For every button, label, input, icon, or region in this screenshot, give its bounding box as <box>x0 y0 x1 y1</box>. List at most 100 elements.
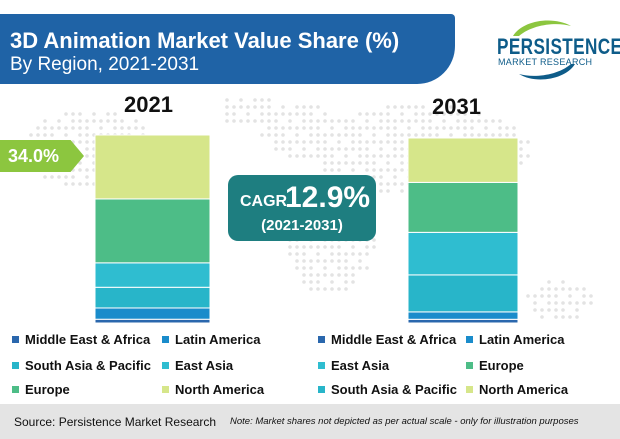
map-dot <box>407 119 411 123</box>
legend-item: Latin America <box>466 332 565 347</box>
map-dot <box>302 112 306 116</box>
map-dot <box>372 238 376 242</box>
map-dot <box>330 259 334 263</box>
map-dot <box>561 315 565 319</box>
legend-swatch <box>12 336 19 344</box>
map-dot <box>281 112 285 116</box>
map-dot <box>120 126 124 130</box>
legend-swatch <box>466 336 473 344</box>
map-dot <box>365 266 369 270</box>
map-dot <box>43 119 47 123</box>
legend-label: Latin America <box>175 332 261 347</box>
map-dot <box>267 105 271 109</box>
map-dot <box>526 140 530 144</box>
map-dot <box>540 315 544 319</box>
map-dot <box>351 266 355 270</box>
map-dot <box>386 105 390 109</box>
map-dot <box>484 126 488 130</box>
map-dot <box>582 294 586 298</box>
map-dot <box>372 140 376 144</box>
map-dot <box>344 133 348 137</box>
map-dot <box>99 119 103 123</box>
map-dot <box>260 112 264 116</box>
map-dot <box>64 126 68 130</box>
map-dot <box>421 133 425 137</box>
map-dot <box>323 245 327 249</box>
map-dot <box>302 252 306 256</box>
legend-label: Latin America <box>479 332 565 347</box>
map-dot <box>365 154 369 158</box>
map-dot <box>302 140 306 144</box>
map-dot <box>372 112 376 116</box>
map-dot <box>351 133 355 137</box>
map-dot <box>379 175 383 179</box>
map-dot <box>379 154 383 158</box>
map-dot <box>309 245 313 249</box>
map-dot <box>351 245 355 249</box>
map-dot <box>309 105 313 109</box>
bar-2031-south-asia-pacific <box>407 274 519 313</box>
map-dot <box>512 126 516 130</box>
map-dot <box>323 140 327 144</box>
map-dot <box>414 133 418 137</box>
map-dot <box>589 301 593 305</box>
map-dot <box>78 112 82 116</box>
map-dot <box>316 154 320 158</box>
map-dot <box>246 105 250 109</box>
map-dot <box>260 105 264 109</box>
map-dot <box>561 301 565 305</box>
bar-2031-latin-america <box>407 311 519 320</box>
legend-label: East Asia <box>331 358 390 373</box>
legend-label: North America <box>479 382 569 397</box>
map-dot <box>246 119 250 123</box>
map-dot <box>309 154 313 158</box>
map-dot <box>393 175 397 179</box>
map-dot <box>330 245 334 249</box>
map-dot <box>351 161 355 165</box>
map-dot <box>526 294 530 298</box>
map-dot <box>302 154 306 158</box>
map-dot <box>225 119 229 123</box>
map-dot <box>274 112 278 116</box>
map-dot <box>85 175 89 179</box>
map-dot <box>372 133 376 137</box>
map-dot <box>43 175 47 179</box>
map-dot <box>239 119 243 123</box>
map-dot <box>477 112 481 116</box>
map-dot <box>316 126 320 130</box>
map-dot <box>267 119 271 123</box>
map-dot <box>365 119 369 123</box>
bar-2031-middle-east-africa <box>407 318 519 324</box>
map-dot <box>400 154 404 158</box>
map-dot <box>365 140 369 144</box>
map-dot <box>393 147 397 151</box>
map-dot <box>386 154 390 158</box>
map-dot <box>330 168 334 172</box>
map-dot <box>274 119 278 123</box>
map-dot <box>309 140 313 144</box>
map-dot <box>85 119 89 123</box>
map-dot <box>78 182 82 186</box>
map-dot <box>302 266 306 270</box>
map-dot <box>575 287 579 291</box>
map-dot <box>547 308 551 312</box>
legend-item: North America <box>466 382 568 397</box>
map-dot <box>463 133 467 137</box>
map-dot <box>421 126 425 130</box>
map-dot <box>337 266 341 270</box>
map-dot <box>456 119 460 123</box>
map-dot <box>344 280 348 284</box>
map-dot <box>456 126 460 130</box>
map-dot <box>540 308 544 312</box>
map-dot <box>372 154 376 158</box>
map-dot <box>323 133 327 137</box>
map-dot <box>316 287 320 291</box>
source-text: Source: Persistence Market Research <box>14 415 217 429</box>
map-dot <box>449 112 453 116</box>
map-dot <box>92 112 96 116</box>
map-dot <box>435 105 439 109</box>
legend-swatch <box>162 336 169 344</box>
map-dot <box>127 126 131 130</box>
legend-swatch <box>162 362 169 370</box>
